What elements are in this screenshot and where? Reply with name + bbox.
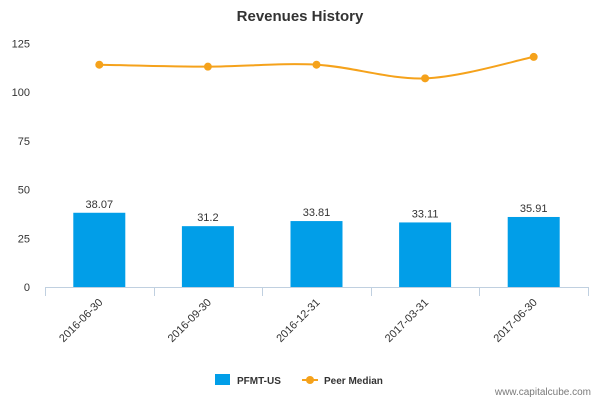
y-tick-label: 0 [24, 282, 30, 294]
x-axis: 2016-06-30 2016-09-30 2016-12-31 2017-03-31… [45, 287, 589, 345]
x-tick-label: 2016-12-31 [274, 297, 322, 345]
x-tick-label: 2017-06-30 [492, 297, 540, 345]
bar [507, 216, 560, 287]
y-axis-ticks: 0 25 50 75 100 125 [12, 38, 30, 294]
bar-data-labels: 38.07 31.2 33.81 33.11 35.91 [86, 199, 548, 224]
peer-median-point [312, 60, 321, 69]
bar-series [73, 212, 560, 287]
bar [290, 221, 343, 287]
x-tick-label: 2016-06-30 [57, 297, 105, 345]
bar-value-label: 33.81 [303, 207, 331, 219]
legend-label-bar-series: PFMT-US [237, 376, 281, 387]
y-tick-label: 100 [12, 87, 30, 99]
peer-median-point [529, 52, 538, 61]
bar [73, 212, 126, 287]
chart-title: Revenues History [237, 8, 364, 25]
bar [399, 222, 452, 287]
bar-value-label: 38.07 [86, 199, 114, 211]
x-tick-label: 2017-03-31 [383, 297, 431, 345]
peer-median-point [421, 74, 430, 83]
legend-item-bar-series[interactable]: PFMT-US [215, 374, 281, 387]
y-tick-label: 125 [12, 38, 30, 50]
bar [181, 226, 234, 287]
bar-value-label: 31.2 [197, 212, 218, 224]
peer-median-series [95, 52, 538, 83]
legend-swatch-bar [215, 374, 230, 385]
peer-median-point [95, 60, 104, 69]
legend-label-line-series: Peer Median [324, 376, 383, 387]
y-tick-label: 75 [18, 136, 30, 148]
bar-value-label: 35.91 [520, 203, 548, 215]
x-tick-label: 2016-09-30 [166, 297, 214, 345]
credit-text: www.capitalcube.com [494, 387, 591, 398]
legend[interactable]: PFMT-US Peer Median [215, 374, 383, 387]
peer-median-point [203, 62, 212, 71]
y-tick-label: 50 [18, 185, 30, 197]
legend-item-line-series[interactable]: Peer Median [302, 376, 383, 387]
y-tick-label: 25 [18, 233, 30, 245]
legend-swatch-marker [306, 376, 314, 384]
bar-value-label: 33.11 [412, 208, 439, 220]
